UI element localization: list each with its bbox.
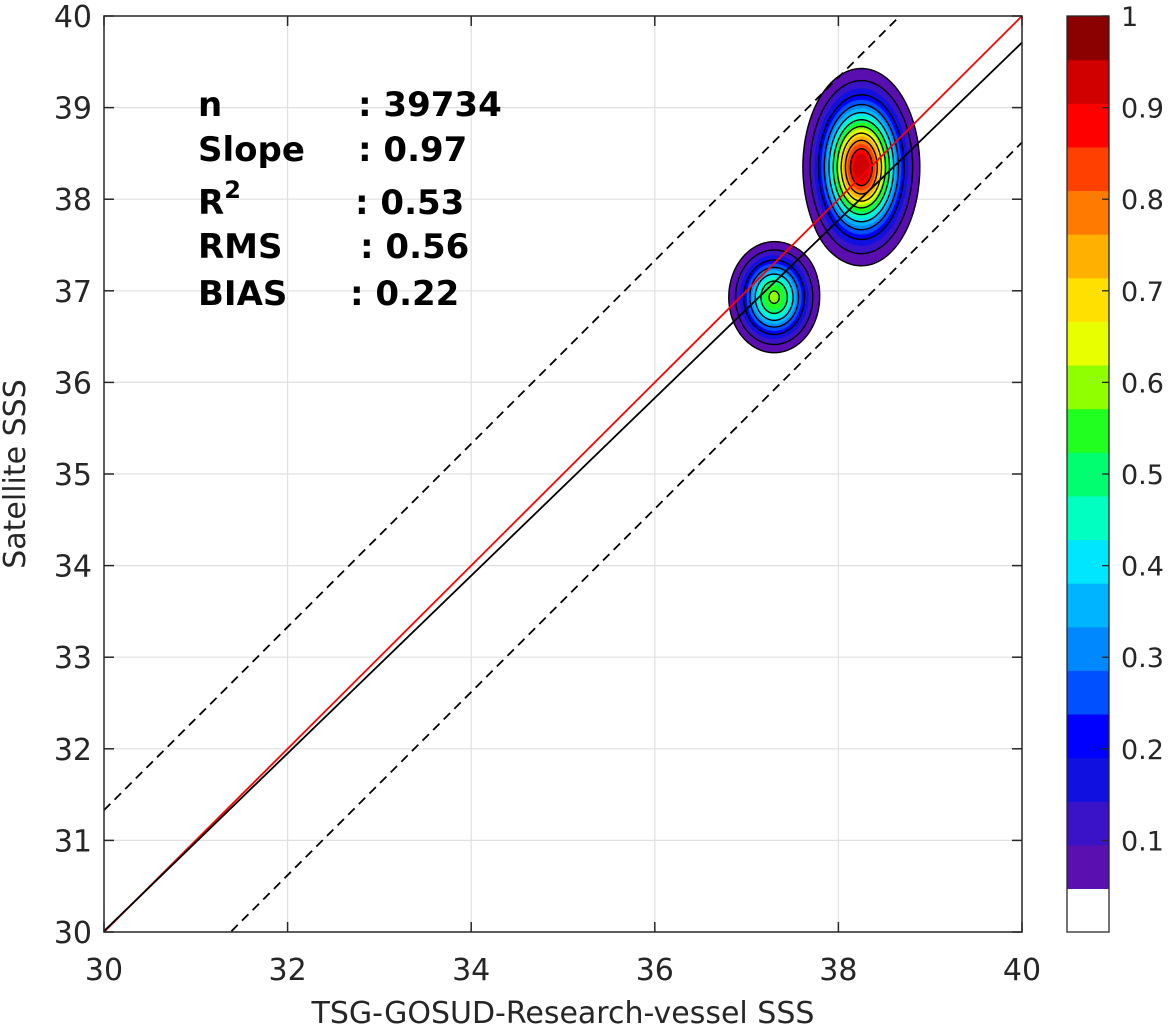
contour-line-level bbox=[743, 94, 905, 336]
y-tick-label: 40 bbox=[54, 0, 92, 35]
x-tick-label: 34 bbox=[452, 953, 490, 988]
x-tick-label: 32 bbox=[269, 953, 307, 988]
colorbar-tick-label: 0.8 bbox=[1121, 185, 1164, 216]
colorbar-segment bbox=[1067, 626, 1109, 671]
colorbar-tick-label: 0.9 bbox=[1121, 94, 1164, 125]
stat-value: : 0.53 bbox=[355, 183, 464, 223]
colorbar-segment bbox=[1067, 364, 1109, 410]
stat-label: Slope bbox=[198, 130, 305, 170]
colorbar-segment bbox=[1067, 888, 1109, 933]
reference-lines bbox=[104, 16, 1022, 932]
x-axis-label: TSG-GOSUD-Research-vessel SSS bbox=[311, 996, 815, 1028]
x-tick-label: 36 bbox=[636, 953, 674, 988]
y-tick-label: 32 bbox=[54, 733, 92, 768]
colorbar-tick-label: 0.6 bbox=[1121, 368, 1164, 399]
contour-line-level bbox=[849, 147, 873, 187]
colorbar-segment bbox=[1067, 801, 1109, 846]
colorbar-tick-label: 0.1 bbox=[1121, 826, 1164, 857]
lower-bound-line bbox=[229, 141, 1022, 932]
y-tick-label: 31 bbox=[54, 824, 92, 859]
y-tick-label: 35 bbox=[54, 458, 92, 493]
y-tick-label: 37 bbox=[54, 275, 92, 310]
upper-bound-line bbox=[104, 16, 902, 811]
colorbar-segment bbox=[1067, 59, 1109, 104]
contour-line-level bbox=[728, 67, 921, 354]
axis-ticks: 30 32 34 36 38 40 30 31 32 33 34 35 36 37 38 39 40 bbox=[54, 0, 1041, 988]
colorbar-segment bbox=[1067, 583, 1109, 628]
colorbar-tick-label: 0.5 bbox=[1121, 460, 1164, 491]
grid bbox=[104, 16, 1022, 932]
contour-line-level bbox=[760, 118, 891, 315]
colorbar-tick-label: 0.2 bbox=[1121, 735, 1164, 766]
colorbar-segment bbox=[1067, 539, 1109, 584]
colorbar-segment bbox=[1067, 408, 1109, 453]
colorbar-segment bbox=[1067, 16, 1109, 61]
stat-value: : 39734 bbox=[358, 85, 502, 125]
y-tick-label: 39 bbox=[54, 92, 92, 127]
colorbar-segment bbox=[1067, 190, 1109, 235]
one-to-one-line bbox=[104, 16, 1022, 932]
contour-line-level bbox=[754, 111, 895, 322]
stat-value: : 0.56 bbox=[360, 227, 469, 267]
colorbar: 0.1 0.2 0.3 0.4 0.5 0.6 0.7 0.8 0.9 1 bbox=[1066, 2, 1164, 933]
regression-line bbox=[104, 41, 1022, 932]
x-tick-label: 40 bbox=[1003, 953, 1041, 988]
y-tick-label: 38 bbox=[54, 183, 92, 218]
colorbar-segment bbox=[1067, 844, 1109, 889]
stat-label-superscript: 2 bbox=[224, 176, 241, 204]
stat-value: : 0.22 bbox=[350, 274, 459, 314]
stat-label: BIAS bbox=[198, 274, 287, 314]
y-tick-label: 33 bbox=[54, 641, 92, 676]
contour-line-level bbox=[734, 79, 914, 346]
stat-label: RMS bbox=[198, 227, 283, 267]
colorbar-segment bbox=[1067, 321, 1109, 366]
colorbar-segment bbox=[1067, 495, 1109, 541]
colorbar-segment bbox=[1067, 146, 1109, 192]
colorbar-tick-label: 0.3 bbox=[1121, 643, 1164, 674]
colorbar-segment bbox=[1067, 713, 1109, 759]
y-tick-label: 34 bbox=[54, 550, 92, 585]
contour-line-level bbox=[840, 132, 883, 202]
x-tick-label: 38 bbox=[819, 953, 857, 988]
colorbar-tick-label: 0.7 bbox=[1121, 277, 1164, 308]
y-tick-label: 30 bbox=[54, 916, 92, 951]
stats-annotation: n : 39734 Slope : 0.97 R2 : 0.53 RMS : 0.56 BIAS… bbox=[198, 85, 502, 314]
y-tick-label: 36 bbox=[54, 366, 92, 401]
colorbar-tick-label: 0.4 bbox=[1121, 552, 1164, 583]
stat-label: n bbox=[198, 85, 222, 125]
colorbar-segment bbox=[1067, 103, 1109, 148]
colorbar-tick-label: 1 bbox=[1121, 2, 1138, 33]
colorbar-segment bbox=[1067, 234, 1109, 279]
colorbar-segment bbox=[1067, 670, 1109, 715]
stat-label: R2 bbox=[198, 176, 241, 223]
stat-value: : 0.97 bbox=[358, 130, 467, 170]
y-axis-label: Satellite SSS bbox=[0, 379, 33, 569]
colorbar-segment bbox=[1067, 757, 1109, 802]
x-tick-label: 30 bbox=[85, 953, 123, 988]
colorbar-segment bbox=[1067, 277, 1109, 322]
